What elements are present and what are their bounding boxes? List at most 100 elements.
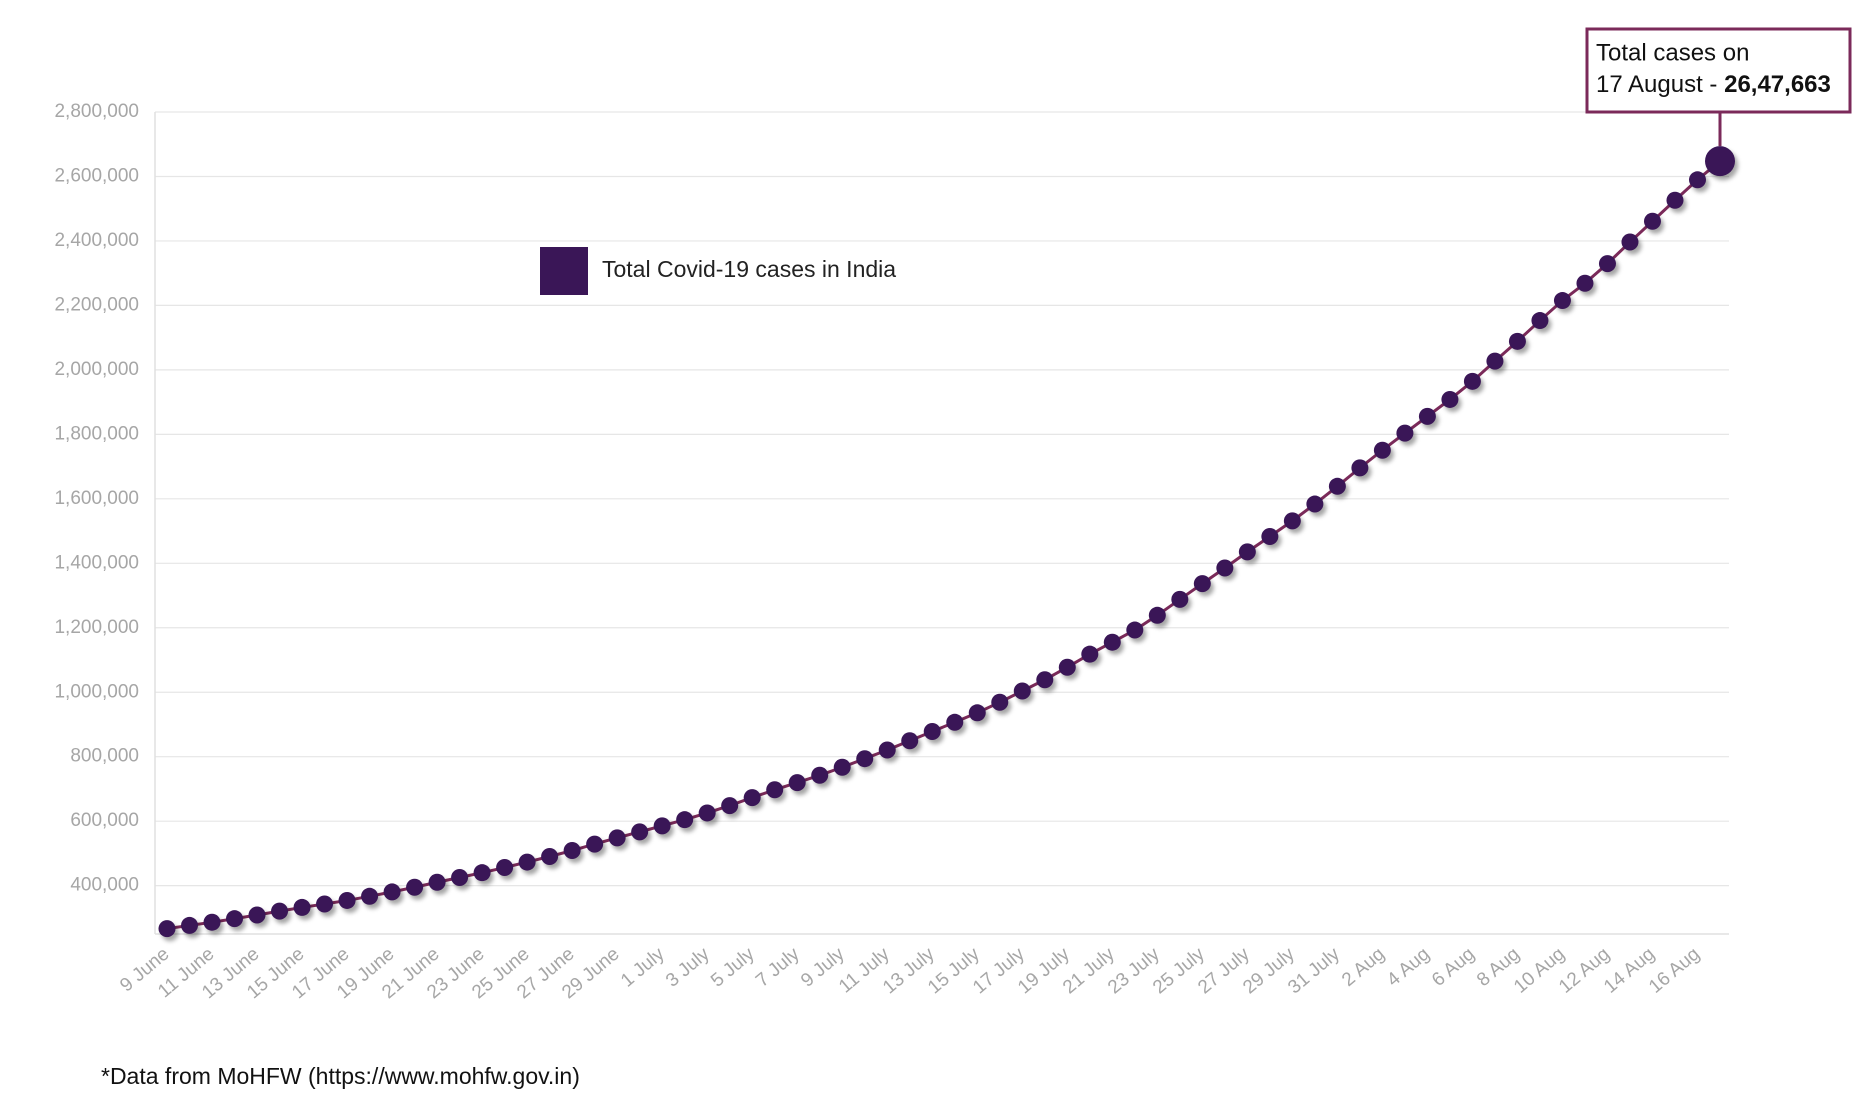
annotation-text: 17 August - <box>1596 71 1717 98</box>
y-tick-label: 600,000 <box>70 810 139 831</box>
data-point <box>1216 559 1234 577</box>
data-point <box>1621 233 1639 251</box>
data-point <box>923 722 941 740</box>
data-point <box>451 868 469 886</box>
data-point <box>383 883 401 901</box>
data-point <box>158 920 176 938</box>
data-point <box>1705 146 1735 177</box>
y-tick-label: 1,600,000 <box>54 488 139 509</box>
data-point <box>676 811 694 829</box>
data-point <box>698 804 716 822</box>
data-point <box>181 916 199 934</box>
y-tick-label: 2,000,000 <box>54 359 139 380</box>
x-tick-label: 1 July <box>617 943 669 991</box>
data-point <box>1441 390 1459 408</box>
data-point <box>1171 590 1189 608</box>
data-point <box>1531 312 1549 330</box>
data-point <box>811 766 829 784</box>
data-point <box>1351 459 1369 477</box>
x-tick-label: 4 Aug <box>1383 944 1434 991</box>
x-tick-label: 14 Aug <box>1600 944 1659 998</box>
x-tick-label: 5 July <box>707 943 759 991</box>
y-tick-label: 2,600,000 <box>54 165 139 186</box>
x-tick-label: 12 Aug <box>1555 944 1614 998</box>
data-point <box>991 693 1009 711</box>
y-tick-label: 1,200,000 <box>54 617 139 638</box>
data-point <box>473 864 491 882</box>
x-tick-label: 10 Aug <box>1510 944 1569 998</box>
data-point <box>608 829 626 847</box>
data-point <box>1486 352 1504 370</box>
data-point <box>1463 372 1481 390</box>
legend-label: Total Covid-19 cases in India <box>602 256 896 282</box>
series-line <box>166 159 1721 931</box>
y-tick-label: 2,200,000 <box>54 294 139 315</box>
annotation-text: 17 August - 26,47,663 <box>1596 71 1831 98</box>
y-tick-label: 1,000,000 <box>54 681 139 702</box>
data-point <box>1126 621 1144 639</box>
data-point <box>271 902 289 920</box>
data-point <box>1238 543 1256 561</box>
data-point <box>203 913 221 931</box>
data-point <box>1036 671 1054 689</box>
y-tick-label: 2,800,000 <box>54 101 139 122</box>
data-point <box>1013 682 1031 700</box>
data-point <box>361 887 379 905</box>
data-point <box>226 910 244 928</box>
data-point <box>631 823 649 841</box>
data-point <box>1598 255 1616 273</box>
y-tick-label: 400,000 <box>70 875 139 896</box>
data-point <box>406 878 424 896</box>
x-tick-label: 7 July <box>752 943 804 991</box>
data-point <box>833 758 851 776</box>
data-point <box>878 741 896 759</box>
data-point <box>1418 407 1436 425</box>
data-point <box>518 853 536 871</box>
data-point <box>1193 575 1211 593</box>
data-point <box>1081 645 1099 663</box>
x-tick-label: 3 July <box>662 943 714 991</box>
data-point <box>1508 332 1526 350</box>
data-point <box>1328 477 1346 495</box>
data-point <box>946 713 964 731</box>
data-point <box>788 774 806 792</box>
y-tick-label: 800,000 <box>70 746 139 767</box>
data-point <box>1688 171 1706 189</box>
data-point <box>743 789 761 807</box>
data-point <box>721 797 739 815</box>
x-tick-label: 2 Aug <box>1338 944 1389 991</box>
data-point <box>968 704 986 722</box>
data-point <box>1643 212 1661 230</box>
data-point <box>901 732 919 750</box>
grid <box>155 111 1729 887</box>
data-point <box>1306 495 1324 513</box>
annotation-value: 26,47,663 <box>1724 71 1831 98</box>
y-tick-label: 2,400,000 <box>54 230 139 251</box>
data-point <box>1283 512 1301 530</box>
legend-swatch <box>540 247 588 295</box>
data-point <box>248 906 266 924</box>
footnote: *Data from MoHFW (https://www.mohfw.gov.… <box>101 1063 580 1089</box>
data-point <box>1058 658 1076 676</box>
annotation-box <box>1585 27 1852 114</box>
data-point <box>293 898 311 916</box>
data-point <box>428 873 446 891</box>
data-point <box>1396 424 1414 442</box>
data-point <box>496 859 514 877</box>
data-point <box>766 781 784 799</box>
data-point <box>1373 441 1391 459</box>
data-point <box>1553 292 1571 310</box>
y-tick-label: 1,400,000 <box>54 552 139 573</box>
data-point <box>316 895 334 913</box>
data-point <box>1576 274 1594 292</box>
data-point <box>653 817 671 835</box>
x-tick-label: 16 Aug <box>1645 944 1704 998</box>
x-tick-label: 31 July <box>1284 943 1344 998</box>
data-point <box>1261 527 1279 545</box>
data-point <box>586 835 604 853</box>
data-point <box>1103 633 1121 651</box>
x-tick-label: 6 Aug <box>1428 944 1479 991</box>
data-point <box>1666 191 1684 209</box>
data-point <box>338 891 356 909</box>
